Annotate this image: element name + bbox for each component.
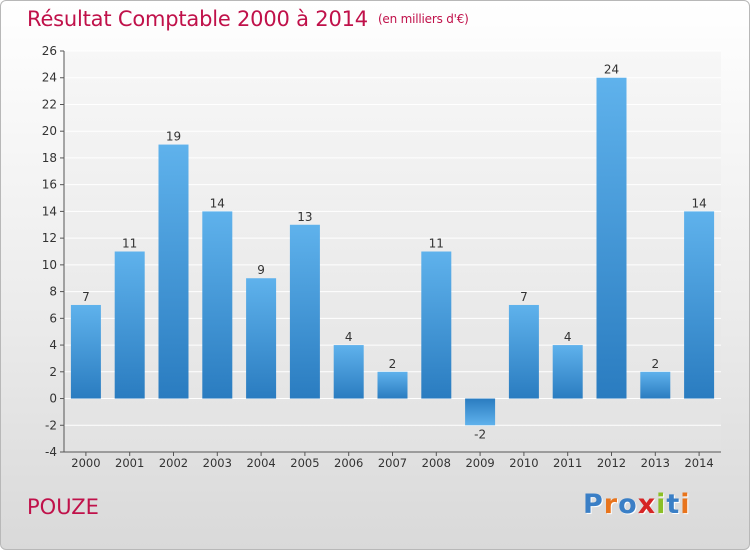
bar-2005: [289, 224, 320, 399]
data-label-2014: 14: [691, 196, 706, 210]
data-label-2013: 2: [651, 357, 659, 371]
x-tick-label-2012: 2012: [597, 456, 626, 470]
y-tick-label: 12: [42, 231, 57, 245]
x-tick-label-2000: 2000: [71, 456, 100, 470]
logo-letter: P: [583, 489, 604, 520]
bar-2007: [377, 371, 408, 399]
bar-2009: [465, 398, 496, 426]
data-label-2008: 11: [429, 237, 444, 251]
bar-2006: [333, 345, 364, 399]
bar-2001: [114, 251, 145, 399]
x-tick-label-2003: 2003: [203, 456, 232, 470]
data-label-2005: 13: [297, 210, 312, 224]
x-tick-label-2004: 2004: [246, 456, 275, 470]
x-tick-label-2008: 2008: [422, 456, 451, 470]
x-tick-label-2001: 2001: [115, 456, 144, 470]
y-tick-label: 20: [42, 124, 57, 138]
bar-2003: [202, 211, 233, 399]
x-tick-label-2010: 2010: [509, 456, 538, 470]
data-label-2002: 19: [166, 130, 181, 144]
bar-2011: [552, 345, 583, 399]
bar-2002: [158, 144, 189, 399]
data-label-2011: 4: [564, 330, 572, 344]
y-tick-label: -4: [45, 445, 57, 459]
data-label-2000: 7: [82, 290, 90, 304]
bar-2008: [421, 251, 452, 399]
data-label-2004: 9: [257, 263, 265, 277]
x-tick-label-2007: 2007: [378, 456, 407, 470]
y-tick-label: 26: [42, 44, 57, 58]
data-label-2012: 24: [604, 63, 619, 77]
y-tick-label: 4: [49, 338, 57, 352]
y-tick-label: 2: [49, 365, 57, 379]
x-tick-label-2002: 2002: [159, 456, 188, 470]
chart-unit: (en milliers d'€): [377, 12, 469, 26]
data-label-2006: 4: [345, 330, 353, 344]
bar-2010: [508, 304, 539, 399]
logo-letter: r: [603, 489, 619, 520]
logo-letter: o: [618, 489, 638, 520]
data-label-2009: -2: [474, 427, 486, 441]
bar-2000: [70, 304, 101, 399]
chart-title: Résultat Comptable 2000 à 2014 (en millie…: [27, 7, 469, 31]
data-label-2001: 11: [122, 237, 137, 251]
logo-letter: t: [666, 489, 681, 520]
y-tick-label: -2: [45, 418, 57, 432]
bar-2012: [596, 77, 627, 399]
y-tick-label: 22: [42, 97, 57, 111]
x-tick-label-2009: 2009: [465, 456, 494, 470]
x-tick-label-2006: 2006: [334, 456, 363, 470]
proxiti-logo: Proxiti: [583, 489, 691, 520]
x-tick-label-2013: 2013: [641, 456, 670, 470]
logo-letter: i: [656, 489, 667, 520]
data-label-2010: 7: [520, 290, 528, 304]
x-tick-label-2011: 2011: [553, 456, 582, 470]
y-tick-label: 6: [49, 311, 57, 325]
y-tick-label: 0: [49, 392, 57, 406]
bar-2004: [246, 278, 277, 399]
x-tick-label-2014: 2014: [684, 456, 713, 470]
bar-2014: [684, 211, 715, 399]
y-tick-label: 18: [42, 151, 57, 165]
y-tick-label: 8: [49, 285, 57, 299]
bar-2013: [640, 371, 671, 399]
data-label-2003: 14: [210, 196, 225, 210]
y-tick-label: 10: [42, 258, 57, 272]
commune-name: POUZE: [27, 495, 99, 519]
x-tick-label-2005: 2005: [290, 456, 319, 470]
data-label-2007: 2: [389, 357, 397, 371]
y-tick-label: 14: [42, 204, 57, 218]
y-tick-label: 16: [42, 178, 57, 192]
logo-letter: i: [680, 489, 691, 520]
logo-letter: x: [637, 489, 657, 520]
chart-title-text: Résultat Comptable 2000 à 2014: [27, 7, 368, 31]
y-tick-label: 24: [42, 71, 57, 85]
